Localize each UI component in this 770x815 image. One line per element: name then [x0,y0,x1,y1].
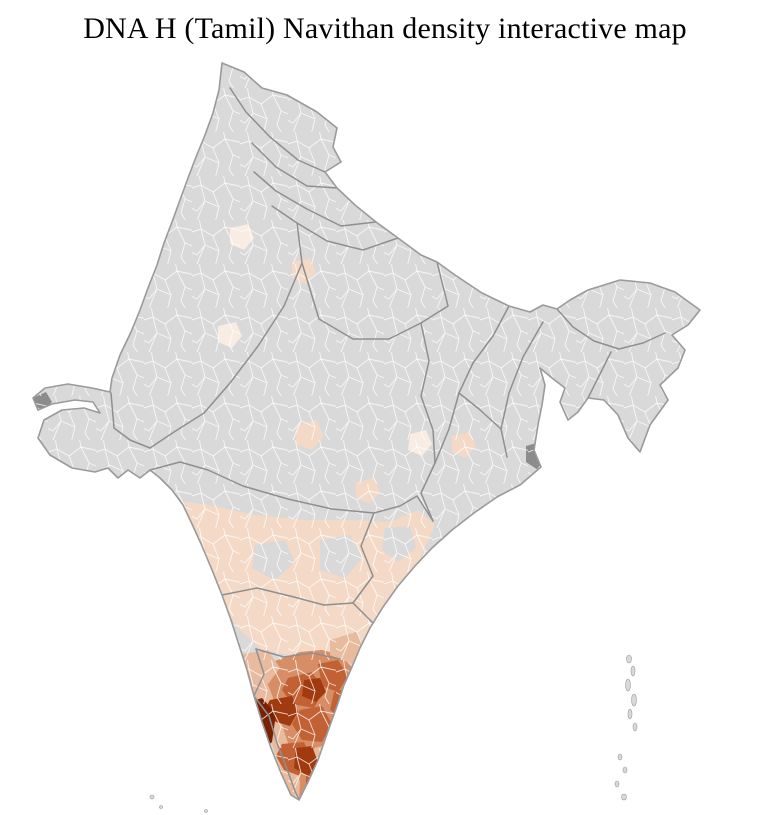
lakshadweep-islands[interactable] [149,794,208,813]
andaman-nicobar-islands[interactable] [614,654,638,801]
page-title: DNA H (Tamil) Navithan density interacti… [83,12,687,45]
state-borders [110,87,666,800]
district-mesh-overlay [33,63,700,800]
